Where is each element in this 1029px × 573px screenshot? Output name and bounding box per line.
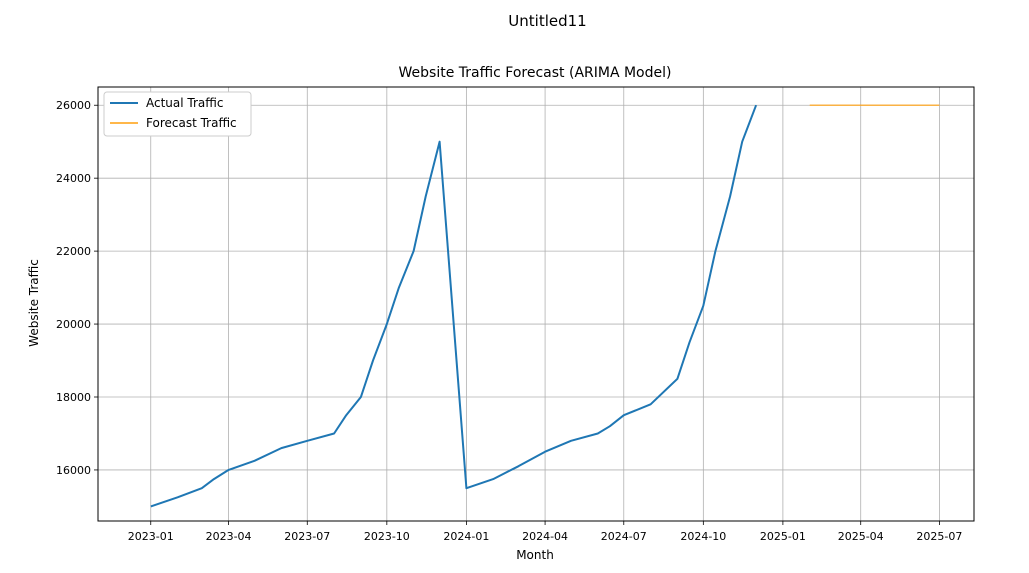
y-tick-label: 16000 (56, 464, 91, 477)
chart-title: Website Traffic Forecast (ARIMA Model) (399, 65, 672, 81)
legend-label-actual: Actual Traffic (146, 96, 223, 110)
y-tick-label: 22000 (56, 245, 91, 258)
x-tick-label: 2023-10 (364, 530, 410, 543)
y-tick-label: 26000 (56, 99, 91, 112)
x-tick-label: 2025-04 (838, 530, 884, 543)
plot-frame (97, 86, 975, 522)
y-tick-label: 24000 (56, 172, 91, 185)
legend-box (103, 91, 252, 137)
x-tick-label: 2025-07 (916, 530, 962, 543)
x-tick-label: 2023-07 (284, 530, 330, 543)
x-axis-label: Month (516, 548, 554, 562)
y-tick-label: 18000 (56, 391, 91, 404)
x-tick-label: 2024-10 (680, 530, 726, 543)
series-layer (150, 104, 940, 508)
actual-traffic-line (150, 104, 758, 508)
grid-layer (98, 87, 974, 521)
x-tick-label: 2025-01 (760, 530, 806, 543)
y-tick-label: 20000 (56, 318, 91, 331)
tick-layer: 2023-01 2023-04 2023-07 2023-10 2024-01 2024-… (56, 99, 962, 543)
legend-label-forecast: Forecast Traffic (146, 116, 237, 130)
x-tick-label: 2024-04 (522, 530, 568, 543)
x-tick-label: 2024-01 (443, 530, 489, 543)
legend: Actual Traffic Forecast Traffic (103, 91, 252, 137)
figure-title: Untitled11 (508, 12, 587, 30)
x-tick-label: 2023-04 (206, 530, 252, 543)
y-axis-label: Website Traffic (27, 259, 41, 347)
x-tick-label: 2024-07 (601, 530, 647, 543)
x-tick-label: 2023-01 (128, 530, 174, 543)
